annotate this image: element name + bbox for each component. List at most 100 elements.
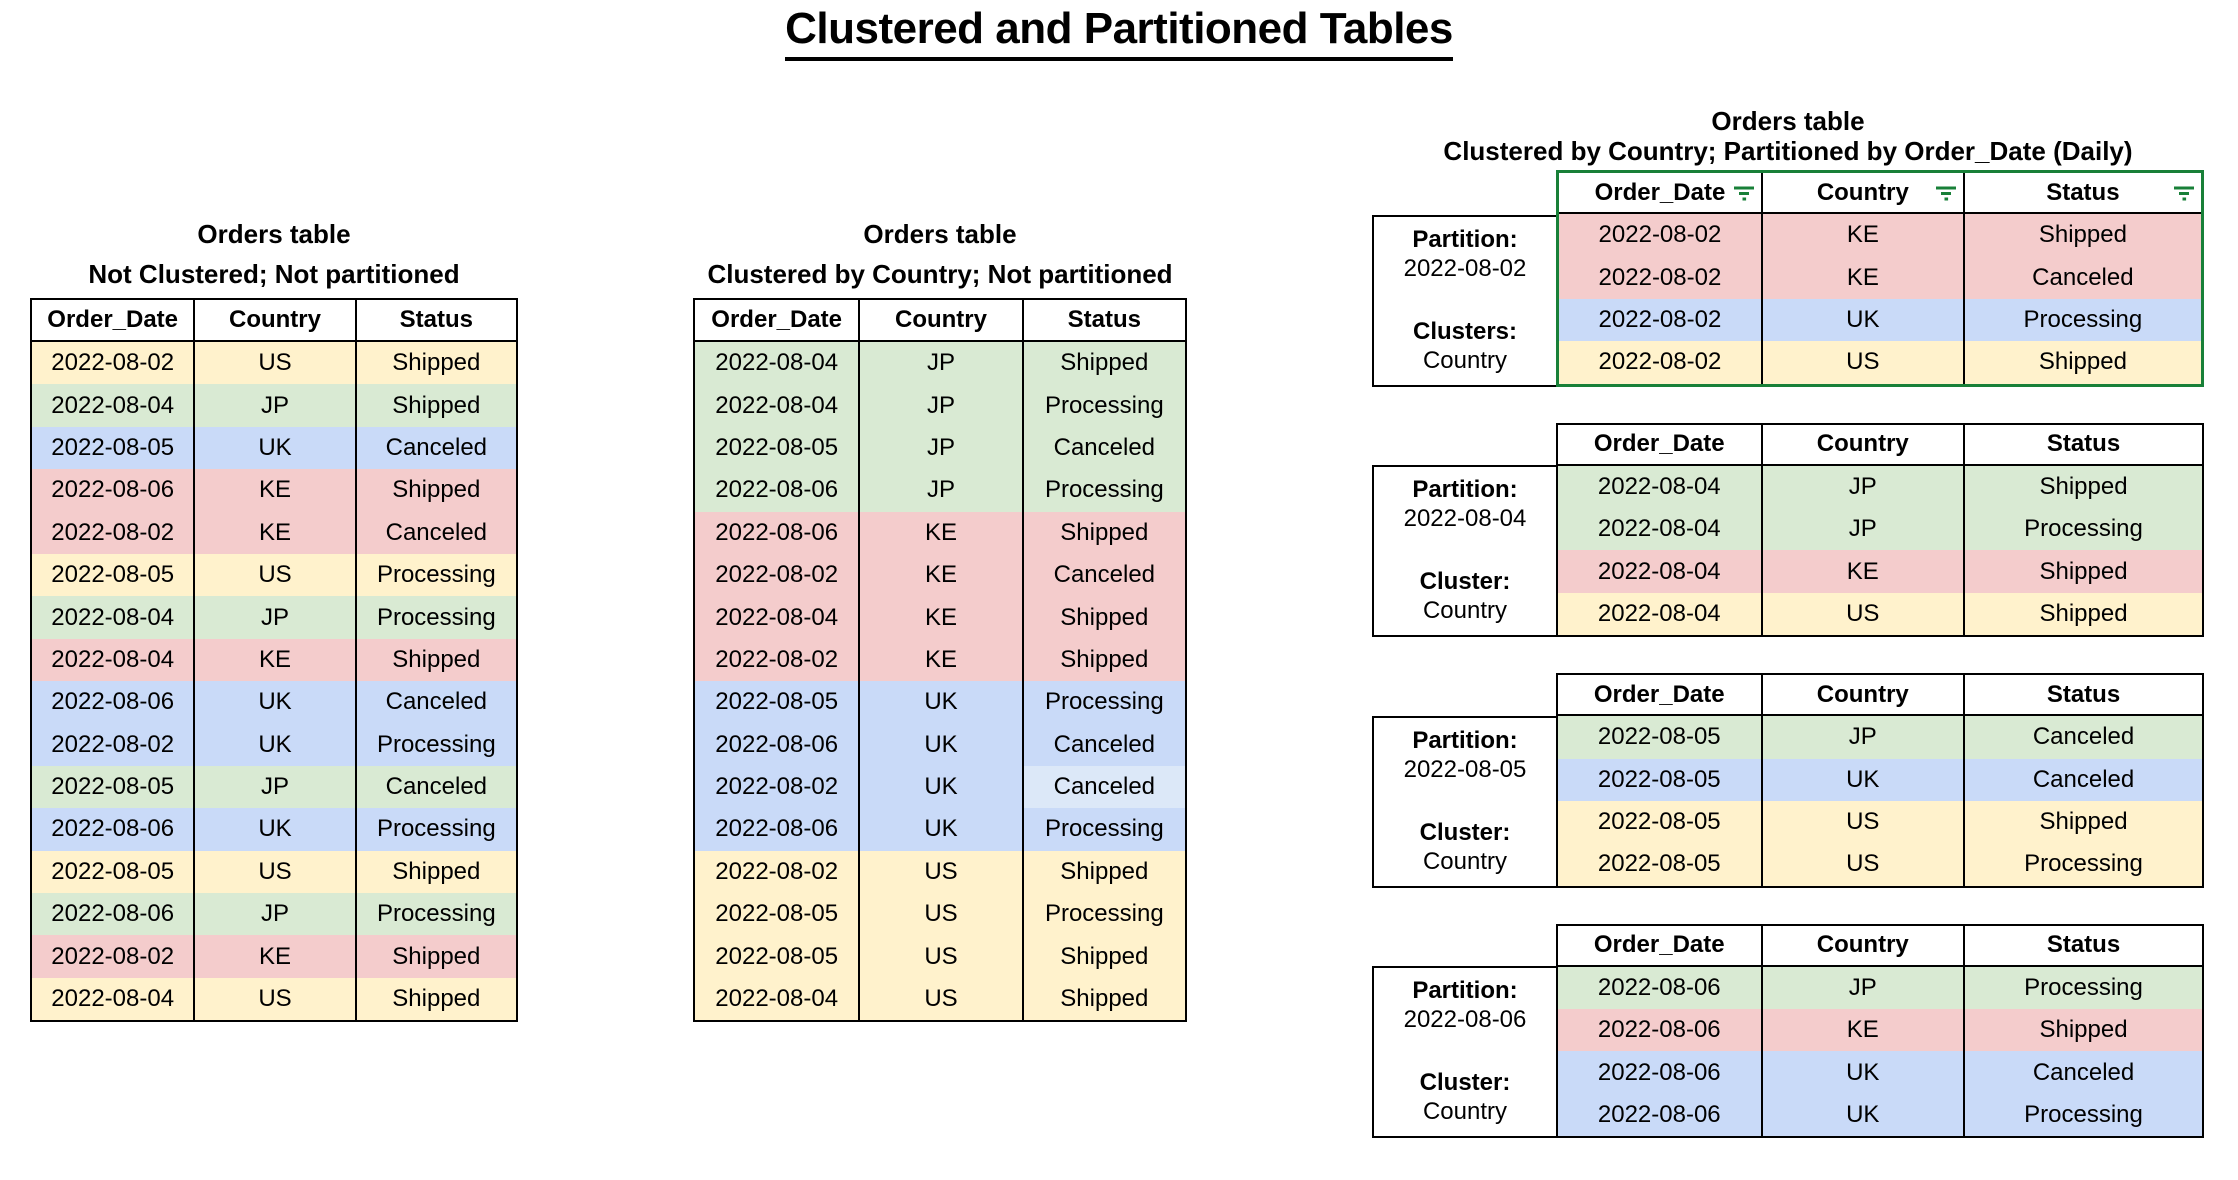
table-row: 2022-08-05 US Processing	[695, 893, 1185, 936]
partition-label: Partition:	[1412, 476, 1518, 504]
cell-order-date: 2022-08-05	[715, 688, 839, 716]
cell-order-date: 2022-08-05	[715, 433, 839, 461]
cell-status: Shipped	[354, 977, 516, 1021]
partition-value: 2022-08-05	[1403, 755, 1527, 783]
table-subtitle: Not Clustered; Not partitioned	[88, 259, 460, 289]
table-row: 2022-08-04 US Shipped	[32, 977, 516, 1021]
partition-table-2022-08-02: Partition: 2022-08-02 Clusters: Country …	[1372, 170, 2204, 387]
cell-status: Canceled	[1963, 1051, 2202, 1094]
orders-table-clustered: Order_Date Country Status 2022-08-04 JP Sh…	[693, 298, 1187, 1023]
table-row: 2022-08-04 JP Processing	[32, 596, 516, 639]
table-row: 2022-08-02 US Shipped	[695, 850, 1185, 894]
cell-country: UK	[1760, 298, 1963, 342]
cell-order-date: 2022-08-04	[51, 603, 175, 631]
cell-status: Processing	[1021, 808, 1185, 851]
table-row: 2022-08-06 KE Shipped	[1558, 1009, 2202, 1052]
cell-status: Processing	[1962, 298, 2201, 342]
table-row: 2022-08-04 JP Shipped	[1558, 465, 2202, 508]
column-header-country: Country	[1760, 173, 1963, 212]
table-row: 2022-08-05 JP Canceled	[695, 426, 1185, 470]
cell-country: JP	[858, 342, 1021, 385]
table-body: 2022-08-04 JP Shipped 2022-08-04 JP Processin…	[695, 342, 1185, 1021]
cell-status: Shipped	[1021, 850, 1185, 894]
column-header-status: Status	[1962, 173, 2201, 212]
cell-status: Processing	[1021, 469, 1185, 512]
cell-order-date: 2022-08-04	[51, 391, 175, 419]
cell-country: US	[193, 977, 354, 1021]
partition-label: Partition:	[1412, 225, 1518, 253]
column-header-country: Country	[1760, 424, 1964, 464]
cell-order-date: 2022-08-06	[715, 730, 839, 758]
table-row: 2022-08-02 KE Shipped	[1559, 214, 2201, 257]
cell-order-date: 2022-08-04	[715, 391, 839, 419]
column-header-status: Status	[1963, 424, 2202, 464]
partition-label-box: Partition: 2022-08-04 Cluster: Country	[1372, 465, 1556, 638]
table-row: 2022-08-02 KE Shipped	[695, 638, 1185, 682]
cell-status: Shipped	[354, 384, 516, 427]
table-row: 2022-08-06 JP Processing	[695, 469, 1185, 512]
cell-order-date: 2022-08-06	[1597, 1101, 1721, 1129]
cell-order-date: 2022-08-05	[51, 433, 175, 461]
column-header-order-date: Order_Date	[47, 306, 179, 333]
partition-label-box: Partition: 2022-08-05 Cluster: Country	[1372, 715, 1556, 888]
cell-country: US	[1760, 800, 1964, 844]
table-row: 2022-08-02 KE Shipped	[32, 935, 516, 978]
cell-country: UK	[1760, 758, 1964, 801]
partition-data-table: Order_Date Country Status 2022-08-06 JP Pr…	[1556, 923, 2204, 1139]
cell-order-date: 2022-08-04	[1597, 599, 1721, 627]
cell-country: US	[1760, 341, 1963, 384]
cell-country: UK	[193, 723, 354, 766]
cell-country: US	[858, 935, 1021, 978]
cell-country: US	[1760, 592, 1964, 636]
column-header-order-date: Order_Date	[1593, 931, 1725, 959]
column-header-order-date: Order_Date	[711, 306, 843, 333]
partition-value: 2022-08-06	[1403, 1006, 1527, 1034]
cell-country: US	[1760, 843, 1964, 886]
table-row: 2022-08-05 US Processing	[1558, 843, 2202, 886]
cell-country: KE	[1760, 256, 1963, 299]
cell-order-date: 2022-08-05	[1597, 808, 1721, 836]
table-row: 2022-08-06 KE Shipped	[32, 469, 516, 512]
table-row: 2022-08-02 KE Canceled	[32, 511, 516, 554]
table-row: 2022-08-05 UK Canceled	[1558, 758, 2202, 801]
cell-status: Canceled	[354, 511, 516, 554]
cell-status: Canceled	[354, 765, 516, 809]
table-row: 2022-08-02 KE Canceled	[695, 553, 1185, 597]
table-row: 2022-08-05 JP Canceled	[1558, 716, 2202, 759]
column-header-country: Country	[193, 300, 354, 340]
cell-order-date: 2022-08-06	[1597, 1058, 1721, 1086]
cell-country: US	[193, 342, 354, 385]
cell-order-date: 2022-08-05	[51, 561, 175, 589]
cell-country: JP	[858, 384, 1021, 427]
table-row: 2022-08-05 UK Processing	[695, 681, 1185, 724]
partition-value: 2022-08-02	[1403, 254, 1527, 282]
table-row: 2022-08-02 KE Canceled	[1559, 256, 2201, 299]
cell-status: Shipped	[1021, 342, 1185, 385]
cell-country: UK	[858, 723, 1021, 766]
table-title: Orders table	[197, 219, 351, 249]
cell-status: Canceled	[354, 681, 516, 724]
cell-status: Shipped	[1962, 341, 2201, 384]
partition-label-box: Partition: 2022-08-06 Cluster: Country	[1372, 966, 1556, 1139]
cell-country: JP	[1760, 716, 1964, 759]
cell-order-date: 2022-08-02	[51, 942, 175, 970]
cell-country: KE	[858, 511, 1021, 554]
cell-status: Canceled	[354, 426, 516, 470]
table-row: 2022-08-06 UK Processing	[1558, 1093, 2202, 1137]
cell-status: Shipped	[1021, 935, 1185, 978]
cell-status: Processing	[1021, 893, 1185, 936]
cell-country: KE	[1760, 550, 1964, 593]
cell-country: KE	[1760, 214, 1963, 257]
cell-order-date: 2022-08-05	[715, 942, 839, 970]
table-row: 2022-08-04 KE Shipped	[695, 596, 1185, 639]
partition-value: 2022-08-04	[1403, 505, 1527, 533]
cell-status: Processing	[1021, 384, 1185, 427]
cell-status: Shipped	[354, 935, 516, 978]
cell-country: KE	[193, 469, 354, 512]
cell-country: US	[858, 977, 1021, 1021]
cell-country: UK	[1760, 1051, 1964, 1094]
table-body: 2022-08-04 JP Shipped 2022-08-04 JP Processin…	[1558, 465, 2202, 636]
cell-order-date: 2022-08-04	[1597, 472, 1721, 500]
cell-status: Canceled	[1963, 716, 2202, 759]
cell-country: UK	[858, 765, 1021, 809]
